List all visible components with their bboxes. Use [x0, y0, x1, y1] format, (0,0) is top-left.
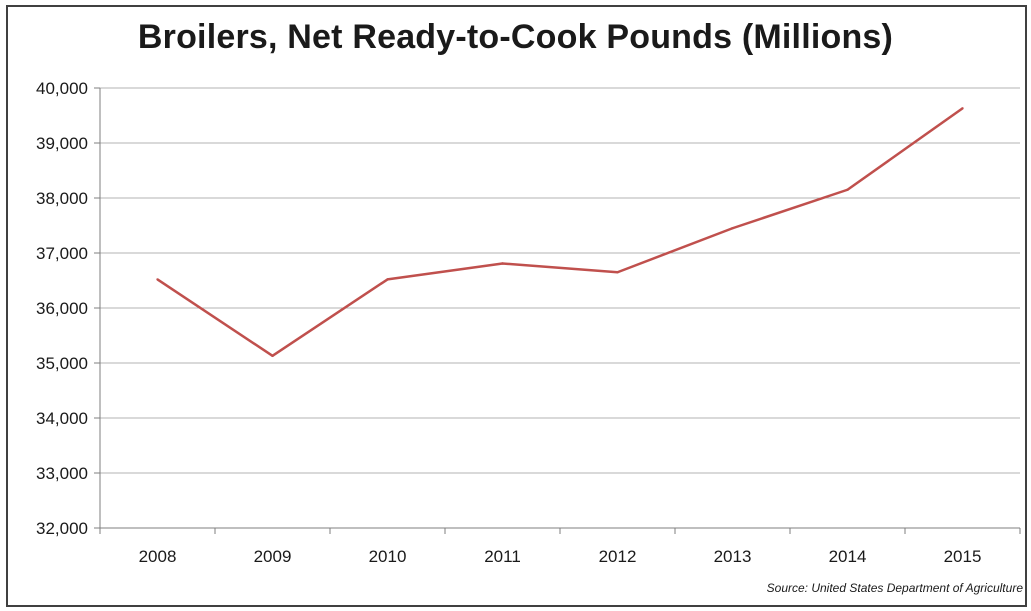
series-line [156, 107, 964, 358]
y-tick-label: 33,000 [36, 464, 88, 483]
source-note: Source: United States Department of Agri… [766, 581, 1023, 595]
data-point [731, 227, 734, 230]
y-tick-label: 38,000 [36, 189, 88, 208]
y-tick-label: 37,000 [36, 244, 88, 263]
y-axis-tick-labels: 32,000 33,000 34,000 35,000 36,000 37,000 38,0… [36, 79, 88, 538]
x-tick-label: 2014 [829, 547, 867, 566]
x-tick-label: 2011 [484, 547, 521, 566]
data-point [156, 278, 159, 281]
axes [94, 87, 1021, 534]
series-group [156, 107, 964, 358]
x-tick-label: 2008 [139, 547, 177, 566]
y-tick-label: 32,000 [36, 519, 88, 538]
x-tick-label: 2015 [944, 547, 982, 566]
y-tick-label: 34,000 [36, 409, 88, 428]
y-tick-label: 40,000 [36, 79, 88, 98]
y-tick-label: 35,000 [36, 354, 88, 373]
chart-title: Broilers, Net Ready-to-Cook Pounds (Mill… [137, 18, 894, 56]
x-tick-label: 2013 [714, 547, 752, 566]
x-tick-label: 2012 [599, 547, 637, 566]
x-tick-label: 2010 [369, 547, 407, 566]
data-point [961, 107, 964, 110]
x-tick-label: 2009 [254, 547, 292, 566]
data-point [271, 354, 274, 358]
y-tick-label: 36,000 [36, 299, 88, 318]
data-point [616, 271, 619, 274]
data-point [501, 262, 504, 265]
data-point [386, 278, 389, 281]
gridlines [100, 87, 1020, 474]
data-point [846, 188, 849, 191]
chart-frame [6, 5, 1027, 607]
x-axis-tick-labels: 2008 2009 2010 2011 2012 2013 2014 2015 [139, 547, 982, 566]
y-tick-label: 39,000 [36, 134, 88, 153]
